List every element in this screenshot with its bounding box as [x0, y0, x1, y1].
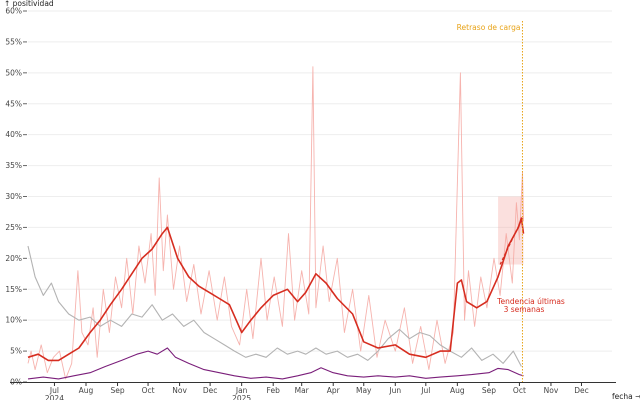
y-tick-label: 5% — [10, 347, 22, 356]
x-tick-label: Jun — [388, 386, 401, 395]
series-line-1 — [27, 66, 524, 380]
y-axis-title: ↑ positividad — [4, 0, 54, 8]
y-tick-label: 30% — [5, 192, 22, 201]
x-tick-label: Sep — [482, 386, 496, 395]
x-tick-year-label: 2025 — [232, 394, 251, 400]
x-tick-label: Oct — [513, 386, 526, 395]
y-tick-label: 20% — [5, 254, 22, 263]
x-tick-label: Apr — [327, 386, 341, 395]
x-tick-label: Feb — [267, 386, 281, 395]
x-tick-label: Nov — [544, 386, 559, 395]
x-tick-year-label: 2024 — [45, 394, 64, 400]
trend-annotation-line2: 3 semanas — [504, 305, 545, 314]
forecast-band — [498, 196, 524, 265]
series-lines — [27, 66, 525, 380]
x-axis-title: fecha → — [612, 392, 640, 400]
x-tick-label: Sep — [110, 386, 124, 395]
y-axis-ticks: 0%5%10%15%20%25%30%35%40%45%50%55%60% — [5, 7, 27, 387]
x-tick-label: Jan — [235, 386, 248, 395]
y-tick-label: 50% — [5, 68, 22, 77]
trend-line — [499, 217, 524, 265]
y-tick-label: 45% — [5, 99, 22, 108]
series-line-2 — [27, 245, 522, 367]
trend-annotation-line1: Tendencia últimas — [496, 297, 565, 306]
x-tick-label: Nov — [172, 386, 187, 395]
x-tick-label: May — [356, 386, 372, 395]
grid-lines — [28, 10, 612, 352]
x-tick-label: Dec — [203, 386, 218, 395]
y-tick-label: 60% — [5, 7, 22, 16]
y-tick-label: 55% — [5, 37, 22, 46]
x-tick-label: Dec — [574, 386, 589, 395]
y-tick-label: 25% — [5, 223, 22, 232]
x-tick-label: Jul — [420, 386, 430, 395]
y-tick-label: 10% — [5, 316, 22, 325]
y-tick-label: 35% — [5, 161, 22, 170]
delay-annotation: Retraso de carga — [457, 23, 521, 32]
x-tick-label: Aug — [450, 386, 465, 395]
x-tick-label: Aug — [79, 386, 94, 395]
x-tick-label: Jul — [49, 386, 59, 395]
series-line-3 — [27, 347, 524, 380]
y-tick-label: 40% — [5, 130, 22, 139]
series-line-0 — [27, 217, 525, 362]
y-tick-label: 15% — [5, 285, 22, 294]
x-tick-label: Mar — [295, 386, 310, 395]
x-tick-label: Oct — [142, 386, 155, 395]
